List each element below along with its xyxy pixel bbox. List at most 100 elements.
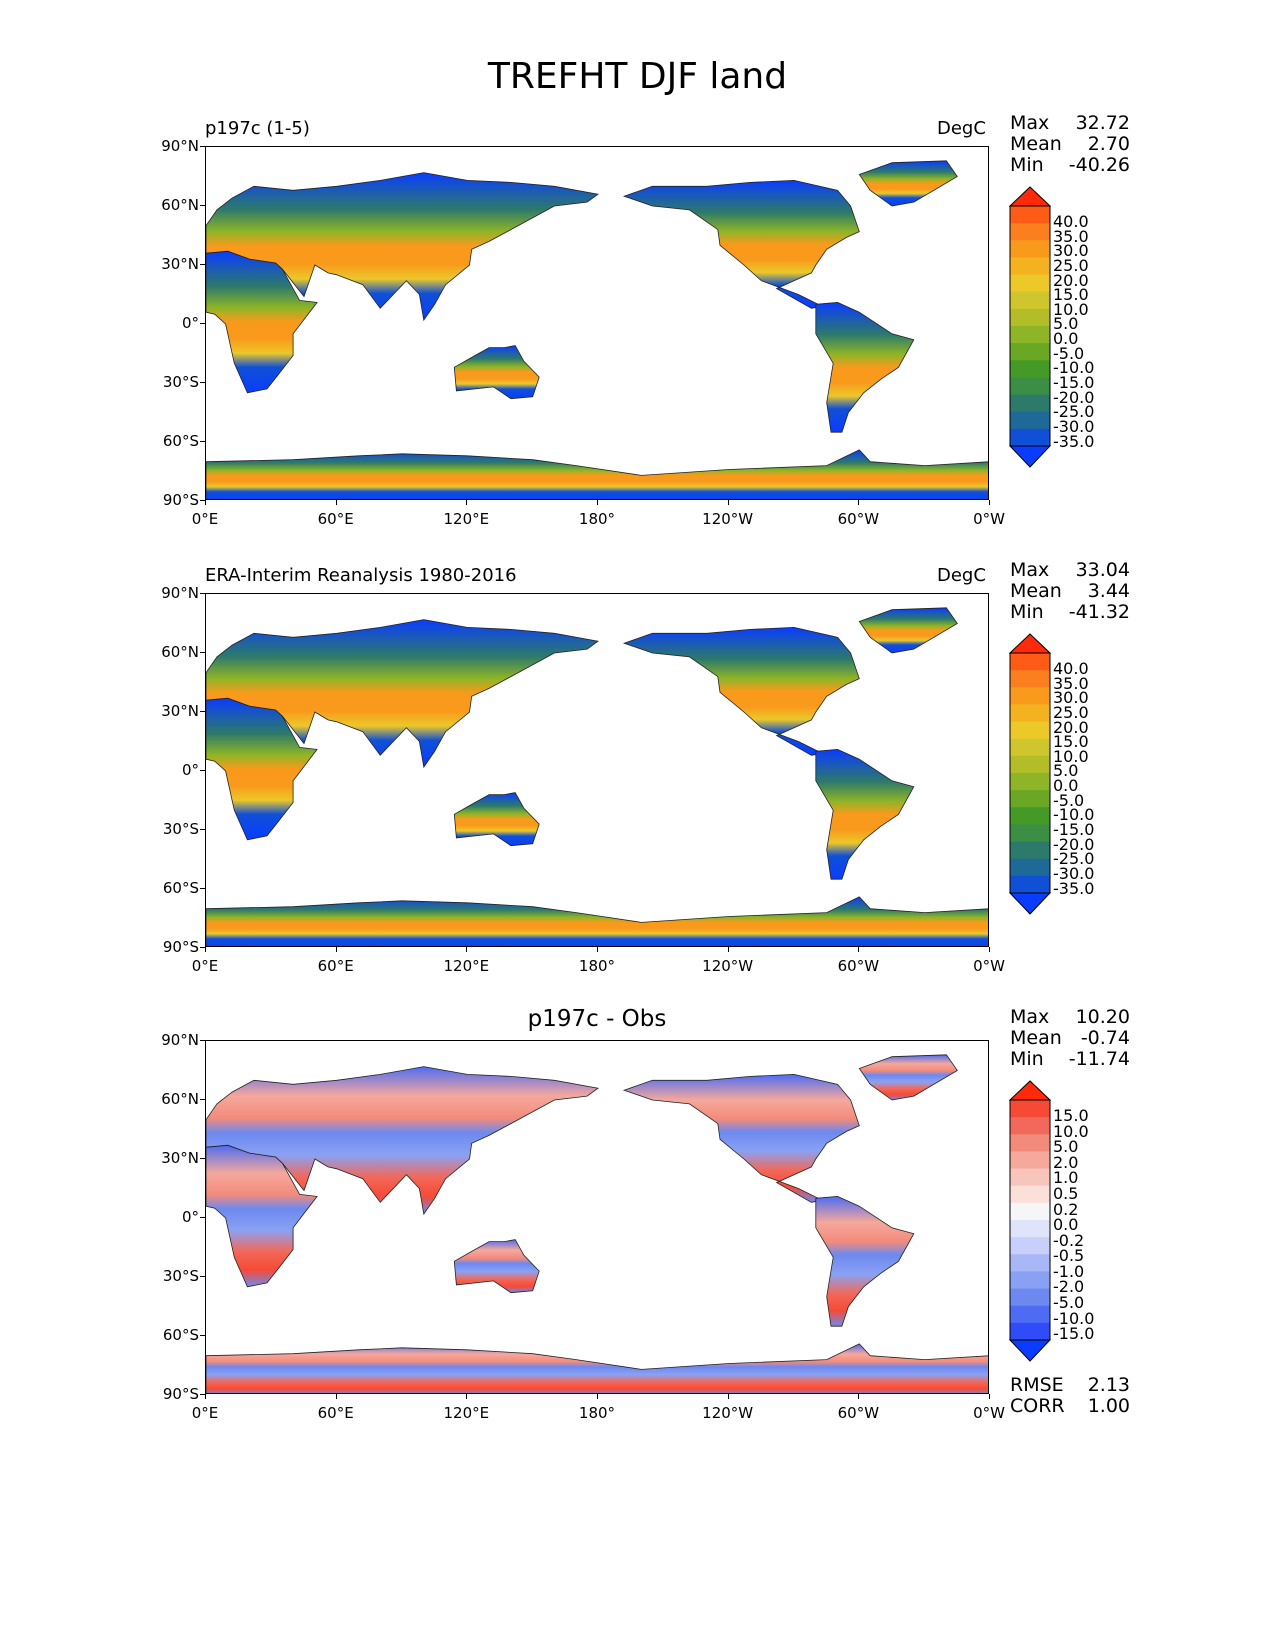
- stat-label: Max: [1010, 112, 1050, 134]
- colorbar-segment: [1010, 326, 1050, 344]
- y-tick-mark: [200, 382, 205, 383]
- y-tick-mark: [200, 1217, 205, 1218]
- x-tick-mark: [989, 947, 990, 952]
- stat-label: Mean: [1010, 133, 1062, 155]
- land-south-america: [815, 748, 915, 880]
- y-tick-mark: [200, 264, 205, 265]
- stat-value: 2.13: [1087, 1374, 1130, 1396]
- stat-label: Max: [1010, 1006, 1050, 1028]
- colorbar-segment: [1010, 738, 1050, 757]
- x-tick-mark: [205, 500, 206, 505]
- land-south-america: [815, 301, 915, 433]
- colorbar-tick-label: 10.0: [1053, 299, 1089, 319]
- colorbar-segment: [1010, 704, 1050, 723]
- y-tick-label: 0°: [181, 314, 199, 332]
- y-tick-mark: [200, 593, 205, 594]
- colorbar-segment: [1010, 1288, 1050, 1307]
- y-tick-label: 30°N: [161, 702, 199, 720]
- colorbar-tick-label: 10.0: [1053, 1121, 1089, 1141]
- colorbar-tick-label: 15.0: [1053, 1106, 1089, 1125]
- colorbar-segment: [1010, 223, 1050, 241]
- colorbar-tick-label: -15.0: [1053, 1324, 1095, 1344]
- colorbar: [1009, 633, 1051, 915]
- stat-value: -41.32: [1068, 601, 1130, 623]
- x-tick-label: 60°W: [837, 957, 880, 975]
- y-tick-mark: [200, 1158, 205, 1159]
- y-tick-label: 90°S: [162, 491, 199, 509]
- colorbar-tick-label: -25.0: [1053, 402, 1095, 422]
- colorbar-tick-label: -10.0: [1053, 805, 1095, 825]
- y-tick-label: 90°N: [161, 584, 199, 602]
- land-north-america: [622, 626, 860, 756]
- colorbar-segment: [1010, 240, 1050, 258]
- colorbar-segment: [1010, 1220, 1050, 1238]
- colorbar-segment: [1010, 807, 1050, 825]
- y-tick-mark: [200, 829, 205, 830]
- y-tick-mark: [200, 711, 205, 712]
- x-tick-mark: [466, 1394, 468, 1399]
- colorbar-segment: [1010, 841, 1050, 860]
- x-tick-mark: [727, 1394, 729, 1399]
- y-tick-label: 60°S: [162, 879, 199, 897]
- panel-units: DegC: [937, 565, 986, 586]
- colorbar-tick-label: -25.0: [1053, 849, 1095, 869]
- x-tick-mark: [597, 500, 598, 505]
- colorbar-tick-label: 15.0: [1053, 285, 1089, 305]
- colorbar-segment: [1010, 257, 1050, 276]
- colorbar-tick-label: 1.0: [1053, 1168, 1079, 1188]
- colorbar-segment: [1010, 206, 1050, 224]
- x-tick-mark: [727, 947, 729, 952]
- y-tick-mark: [200, 1276, 205, 1277]
- land-eurasia: [206, 619, 599, 769]
- colorbar-segment: [1010, 343, 1050, 361]
- colorbar-segment: [1010, 1322, 1050, 1341]
- x-tick-label: 120°W: [702, 510, 754, 528]
- x-tick-mark: [727, 500, 729, 505]
- land-eurasia: [206, 172, 599, 322]
- colorbar-segment: [1010, 1185, 1050, 1204]
- x-tick-label: 120°E: [443, 957, 490, 975]
- colorbar-tick-label: 40.0: [1053, 212, 1089, 231]
- stat-label: Max: [1010, 559, 1050, 581]
- colorbar-tick-label: -35.0: [1053, 878, 1095, 898]
- colorbar-segment: [1010, 790, 1050, 808]
- colorbar-segment: [1010, 428, 1050, 447]
- y-tick-label: 60°S: [162, 1326, 199, 1344]
- x-tick-mark: [335, 1394, 337, 1399]
- y-tick-mark: [200, 1394, 205, 1395]
- x-tick-mark: [858, 1394, 860, 1399]
- x-tick-label: 0°W: [973, 957, 1005, 975]
- x-tick-mark: [205, 1394, 206, 1399]
- colorbar-tick-label: 20.0: [1053, 270, 1089, 290]
- x-tick-mark: [597, 947, 598, 952]
- stat-value: 1.00: [1087, 1395, 1130, 1417]
- colorbar-segment: [1010, 858, 1050, 877]
- stat-value: -0.74: [1080, 1027, 1130, 1049]
- y-tick-label: 90°N: [161, 1031, 199, 1049]
- y-tick-label: 60°N: [161, 643, 199, 661]
- colorbar-tick-label: -5.0: [1053, 343, 1085, 363]
- x-tick-label: 60°W: [837, 1404, 880, 1422]
- colorbar-segment: [1010, 1202, 1050, 1221]
- y-tick-mark: [200, 1040, 205, 1041]
- stat-value: 3.44: [1087, 580, 1130, 602]
- y-tick-label: 30°S: [162, 373, 199, 391]
- y-tick-label: 30°N: [161, 255, 199, 273]
- x-tick-mark: [335, 947, 337, 952]
- colorbar-tick-label: 5.0: [1053, 761, 1079, 781]
- colorbar-segment: [1010, 773, 1050, 791]
- stat-value: 2.70: [1087, 133, 1130, 155]
- x-tick-label: 0°W: [973, 510, 1005, 528]
- colorbar-tick-label: 40.0: [1053, 659, 1089, 678]
- colorbar-tick-label: -10.0: [1053, 358, 1095, 378]
- land-australia: [453, 1239, 540, 1294]
- y-tick-mark: [200, 947, 205, 948]
- colorbar-segment: [1010, 377, 1050, 396]
- y-tick-mark: [200, 205, 205, 206]
- x-tick-label: 60°E: [317, 510, 354, 528]
- colorbar-segment: [1010, 1168, 1050, 1187]
- stat-value: 33.04: [1075, 559, 1130, 581]
- colorbar-tick-label: 15.0: [1053, 732, 1089, 752]
- colorbar-tick-label: -1.0: [1053, 1261, 1085, 1281]
- y-tick-label: 60°S: [162, 432, 199, 450]
